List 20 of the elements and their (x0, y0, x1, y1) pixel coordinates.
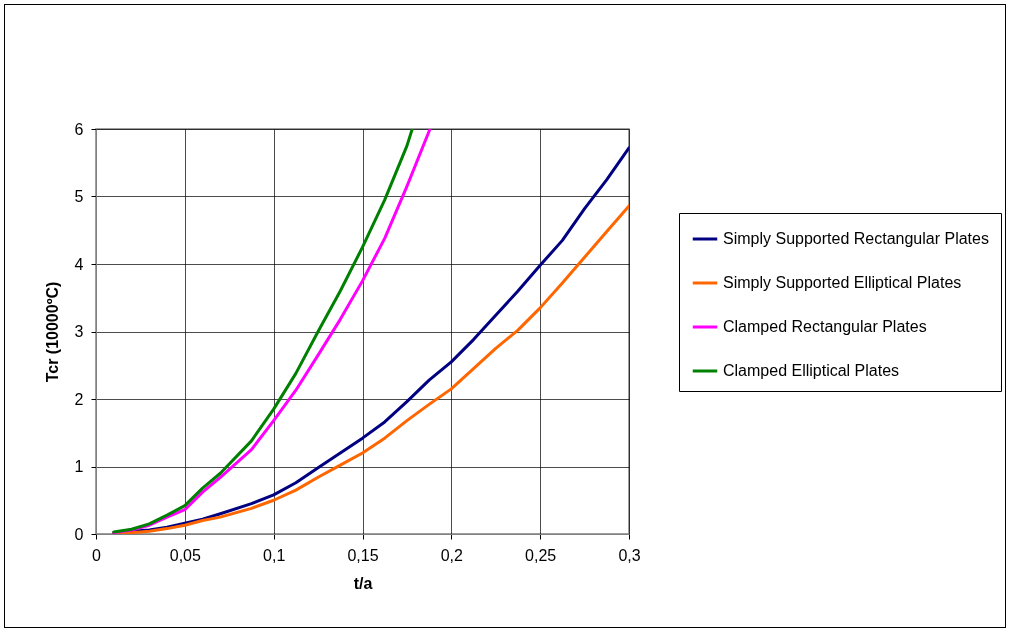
y-tick-label: 6 (74, 120, 84, 138)
y-tick-label: 1 (74, 458, 84, 475)
x-tick-label: 0,2 (440, 546, 464, 564)
x-tick-label: 0,1 (263, 546, 286, 564)
legend-label: Clamped Elliptical Plates (723, 362, 900, 379)
y-tick-label: 4 (74, 255, 84, 273)
y-tick-label: 3 (74, 323, 84, 340)
y-tick-label: 0 (74, 525, 84, 543)
legend-label: Clamped Rectangular Plates (723, 318, 927, 335)
y-axis-title: Tcr (10000ºC) (43, 281, 61, 383)
y-tick-label: 2 (74, 390, 84, 408)
y-tick-label: 5 (74, 188, 84, 205)
x-axis-title: t/a (353, 574, 373, 592)
x-tick-label: 0,05 (169, 546, 202, 564)
x-tick-label: 0 (92, 546, 102, 564)
legend-label: Simply Supported Rectangular Plates (723, 230, 989, 247)
x-tick-label: 0,25 (525, 546, 557, 564)
x-tick-label: 0,3 (618, 546, 641, 564)
x-tick-label: 0,15 (347, 546, 379, 564)
legend-label: Simply Supported Elliptical Plates (723, 274, 962, 291)
